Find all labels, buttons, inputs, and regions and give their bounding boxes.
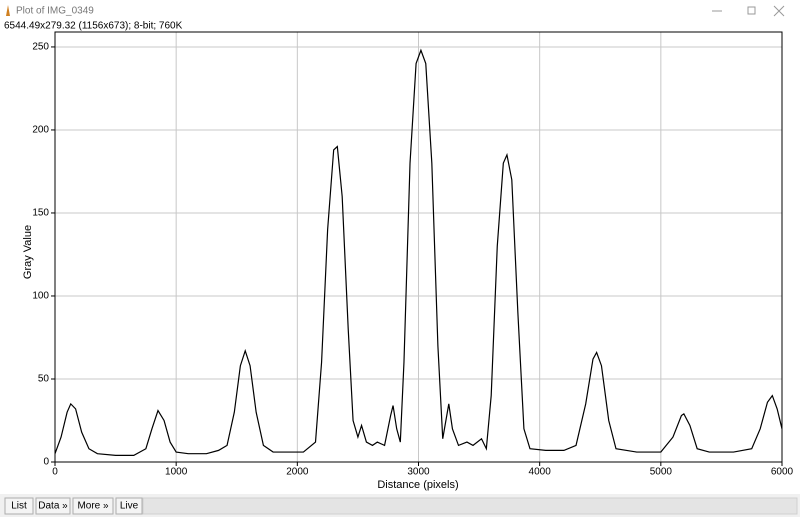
toolbar-button[interactable]: More » [72,497,114,515]
x-tick-label: 0 [52,467,58,478]
button-face[interactable] [115,497,143,515]
y-tick-label: 250 [32,42,49,53]
y-tick-label: 50 [38,374,50,385]
y-tick-label: 0 [43,457,49,468]
button-label[interactable]: Live [120,501,139,512]
x-tick-label: 6000 [771,467,794,478]
y-tick-label: 150 [32,208,49,219]
button-face[interactable] [4,497,34,515]
plot-frame [54,31,783,463]
close-button[interactable] [773,5,785,17]
x-tick-label: 5000 [650,467,673,478]
toolbar-button[interactable]: Live [115,497,143,515]
y-tick-label: 100 [32,291,49,302]
image-info: 6544.49x279.32 (1156x673); 8-bit; 760K [4,21,183,32]
button-label[interactable]: More » [77,501,109,512]
x-tick-label: 1000 [165,467,188,478]
x-axis-label: Distance (pixels) [377,479,458,491]
x-tick-label: 2000 [286,467,309,478]
window-title: Plot of IMG_0349 [16,6,94,17]
app-icon [6,5,10,16]
restore-button[interactable] [747,6,756,15]
button-label[interactable]: Data » [38,501,68,512]
x-tick-label: 3000 [407,467,430,478]
toolbar-button[interactable]: Data » [35,497,71,515]
y-axis-label: Gray Value [22,225,34,279]
toolbar-button[interactable]: List [4,497,34,515]
button-label[interactable]: List [11,501,27,512]
button-face[interactable] [72,497,114,515]
x-tick-label: 4000 [529,467,552,478]
y-tick-label: 200 [32,125,49,136]
profile-line [54,48,783,456]
button-face[interactable] [35,497,71,515]
status-field [142,497,798,515]
title-bar [0,0,800,21]
